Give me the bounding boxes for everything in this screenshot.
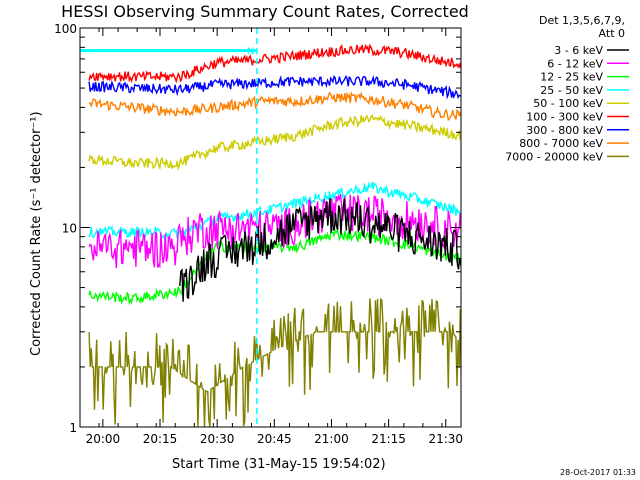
series-100-300-kev [88, 43, 461, 84]
series-line [88, 91, 461, 122]
series-layer [88, 43, 461, 427]
legend-entry-label: 800 - 7000 keV [519, 137, 603, 150]
x-tick-label: 20:45 [257, 432, 292, 446]
y-axis-label: Corrected Count Rate (s⁻¹ detector⁻¹) [29, 111, 44, 356]
legend-entry: 50 - 100 keV [533, 97, 629, 110]
legend-entry: 300 - 800 keV [526, 124, 629, 137]
chart-title: HESSI Observing Summary Count Rates, Cor… [61, 2, 469, 21]
series-line [88, 74, 461, 100]
series-line [179, 198, 461, 302]
legend-entry: 100 - 300 keV [526, 111, 629, 124]
legend-entry-label: 7000 - 20000 keV [505, 150, 603, 163]
legend-header-line-2: Att 0 [599, 27, 625, 40]
y-tick-label: 100 [54, 22, 77, 36]
legend-entry: 25 - 50 keV [540, 84, 629, 97]
x-tick-label: 20:00 [86, 432, 121, 446]
x-tick-label: 20:30 [200, 432, 235, 446]
x-tick-label: 21:00 [314, 432, 349, 446]
footer-date: 28-Oct-2017 01:33 [560, 468, 636, 477]
series-line [88, 43, 461, 84]
series-line [88, 113, 461, 172]
series-800-7000-kev [88, 91, 461, 122]
legend-entry: 7000 - 20000 keV [505, 150, 629, 163]
x-tick-label: 21:15 [371, 432, 406, 446]
x-tick-label: 20:15 [143, 432, 178, 446]
legend-header-line-1: Det 1,3,5,6,7,9, [539, 14, 625, 27]
legend-entry-label: 12 - 25 keV [540, 71, 603, 84]
plot-area: SN [80, 28, 461, 427]
series-line [88, 297, 461, 427]
series-300-800-kev [88, 74, 461, 100]
y-axis-ticks: 1 10 100 [54, 22, 461, 435]
flag-label: N [247, 47, 254, 58]
legend-entry-label: 3 - 6 keV [554, 44, 603, 57]
x-axis-label: Start Time (31-May-15 19:54:02) [172, 457, 386, 472]
x-axis-ticks: 20:00 20:15 20:30 20:45 21:00 21:15 21:30 [79, 28, 463, 446]
legend-entry: 6 - 12 keV [547, 57, 629, 70]
y-tick-label: 1 [69, 421, 77, 435]
legend-entry: 3 - 6 keV [554, 44, 629, 57]
legend-entry: 800 - 7000 keV [519, 137, 629, 150]
legend-entry-label: 25 - 50 keV [540, 84, 603, 97]
legend-entry-label: 300 - 800 keV [526, 124, 603, 137]
y-tick-label: 10 [62, 222, 77, 236]
series-50-100-kev [88, 113, 461, 172]
legend-entry: 12 - 25 keV [540, 71, 629, 84]
legend-entry-label: 50 - 100 keV [533, 97, 603, 110]
legend-entry-label: 100 - 300 keV [526, 111, 603, 124]
marker-layer: SN [80, 28, 258, 427]
series-7000-20000-kev [88, 297, 461, 427]
legend-entry-label: 6 - 12 keV [547, 57, 603, 70]
series-3-6-kev [179, 198, 461, 302]
x-tick-label: 21:30 [428, 432, 463, 446]
